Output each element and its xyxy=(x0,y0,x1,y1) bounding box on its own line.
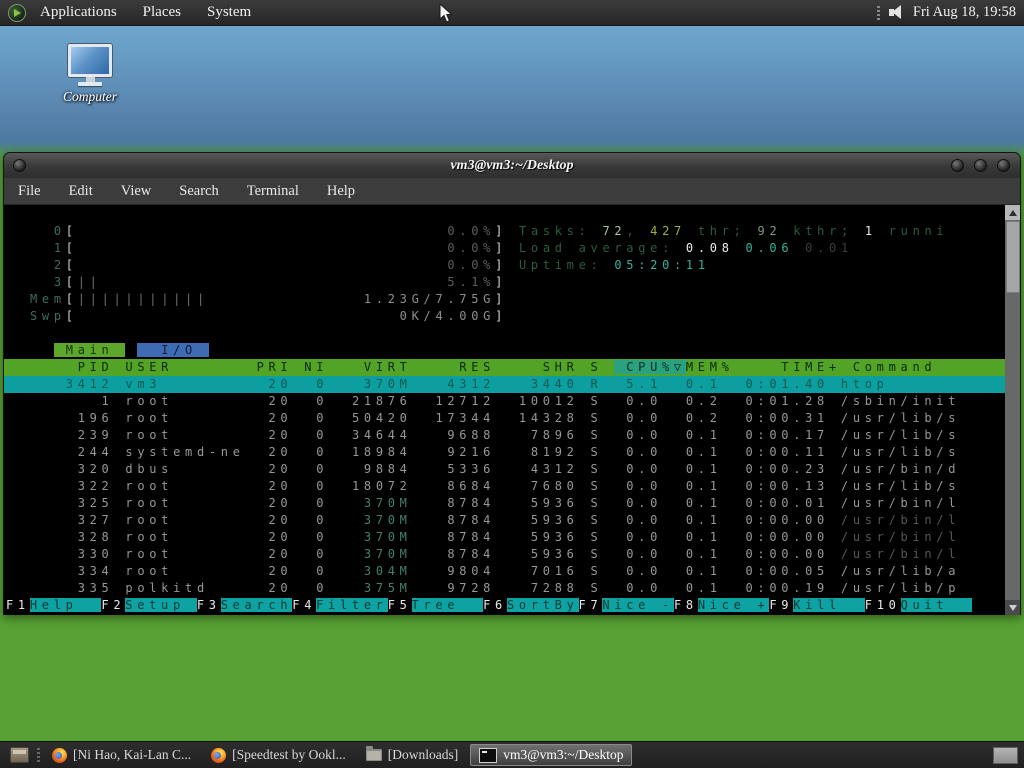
terminal-line[interactable]: Swp[ 0K/4.00G] xyxy=(30,309,508,323)
menu-edit[interactable]: Edit xyxy=(68,182,93,199)
terminal-line[interactable]: 196 root 20 0 50420 17344 14328 S 0.0 0.… xyxy=(30,411,961,425)
top-panel: Applications Places System Fri Aug 18, 1… xyxy=(0,0,1024,26)
firefox-icon xyxy=(211,747,227,763)
taskbar-separator xyxy=(37,748,40,762)
bottom-taskbar: [Ni Hao, Kai-Lan C... [Speedtest by Ookl… xyxy=(0,741,1024,768)
computer-monitor-icon xyxy=(68,44,112,77)
distro-menu-icon[interactable] xyxy=(8,3,26,22)
terminal-line[interactable]: Main I/O xyxy=(53,343,209,357)
terminal-line[interactable] xyxy=(30,325,1005,342)
menu-places[interactable]: Places xyxy=(142,4,181,20)
menu-terminal[interactable]: Terminal xyxy=(246,182,299,199)
taskbar-item-nihao[interactable]: [Ni Hao, Kai-Lan C... xyxy=(44,744,199,766)
desktop-icon-computer[interactable]: Computer xyxy=(52,44,128,105)
terminal-line[interactable]: 320 dbus 20 0 9884 5336 4312 S 0.0 0.1 0… xyxy=(30,462,961,476)
menu-help[interactable]: Help xyxy=(326,182,356,199)
terminal-line[interactable]: 2[ 0.0%] Uptime: 05:20:11 xyxy=(30,258,710,272)
terminal-icon xyxy=(479,747,498,763)
show-desktop-icon xyxy=(10,747,29,763)
folder-icon xyxy=(365,746,382,761)
menu-view[interactable]: View xyxy=(120,182,152,199)
taskbar-item-label: [Speedtest by Ookl... xyxy=(232,747,346,762)
scroll-up-button[interactable] xyxy=(1005,205,1020,220)
terminal-line[interactable]: 330 root 20 0 370M 8784 5936 S 0.0 0.1 0… xyxy=(30,547,961,561)
terminal-menubar: File Edit View Search Terminal Help xyxy=(4,178,1020,205)
terminal-line[interactable]: 1[ 0.0%] Load average: 0.08 0.06 0.01 xyxy=(30,241,853,255)
terminal-line[interactable]: PID USER PRI NI VIRT RES SHR S CPU%▽MEM%… xyxy=(4,359,1005,376)
terminal-content[interactable]: 0[ 0.0%] Tasks: 72, 427 thr; 92 kthr; 1 … xyxy=(4,205,1020,615)
scroll-down-button[interactable] xyxy=(1005,600,1020,615)
terminal-line[interactable]: 239 root 20 0 34644 9688 7896 S 0.0 0.1 … xyxy=(30,428,961,442)
terminal-line[interactable]: 3412 vm3 20 0 370M 4312 3440 R 5.1 0.1 0… xyxy=(4,376,1005,393)
terminal-line[interactable]: 0[ 0.0%] Tasks: 72, 427 thr; 92 kthr; 1 … xyxy=(30,224,949,238)
minimize-button[interactable] xyxy=(951,159,964,172)
terminal-line[interactable]: 328 root 20 0 370M 8784 5936 S 0.0 0.1 0… xyxy=(30,530,961,544)
terminal-line[interactable]: 322 root 20 0 18072 8684 7680 S 0.0 0.1 … xyxy=(30,479,961,493)
terminal-line[interactable]: 1 root 20 0 21876 12712 10012 S 0.0 0.2 … xyxy=(30,394,961,408)
taskbar-item-terminal-active[interactable]: vm3@vm3:~/Desktop xyxy=(470,744,633,766)
close-button[interactable] xyxy=(997,159,1010,172)
maximize-button[interactable] xyxy=(974,159,987,172)
firefox-icon xyxy=(52,747,67,763)
window-title: vm3@vm3:~/Desktop xyxy=(450,157,574,173)
up-arrow-icon xyxy=(1008,209,1017,216)
terminal-window: vm3@vm3:~/Desktop File Edit View Search … xyxy=(3,152,1021,615)
workspace-switcher[interactable] xyxy=(993,746,1018,764)
menu-search[interactable]: Search xyxy=(179,182,219,199)
panel-menus: Applications Places System xyxy=(40,4,251,21)
terminal-line[interactable]: 335 polkitd 20 0 375M 9728 7288 S 0.0 0.… xyxy=(30,581,961,595)
down-arrow-icon xyxy=(1008,604,1017,611)
taskbar-item-label: [Downloads] xyxy=(387,747,459,762)
panel-clock[interactable]: Fri Aug 18, 19:58 xyxy=(912,4,1016,20)
taskbar-item-label: vm3@vm3:~/Desktop xyxy=(503,747,624,762)
menu-file[interactable]: File xyxy=(18,182,41,199)
taskbar-item-speedtest[interactable]: [Speedtest by Ookl... xyxy=(203,744,354,766)
applet-drag-handle[interactable] xyxy=(876,5,880,20)
terminal-line[interactable]: 244 systemd-ne 20 0 18984 9216 8192 S 0.… xyxy=(30,445,961,459)
terminal-line[interactable]: 3[|| 5.1%] xyxy=(30,275,508,289)
taskbar-item-label: [Ni Hao, Kai-Lan C... xyxy=(73,747,192,762)
terminal-line[interactable]: F1Help F2Setup F3SearchF4FilterF5Tree F6… xyxy=(6,598,973,612)
show-desktop-button[interactable] xyxy=(6,742,33,768)
menu-system[interactable]: System xyxy=(206,4,252,20)
terminal-line[interactable]: 327 root 20 0 370M 8784 5936 S 0.0 0.1 0… xyxy=(30,513,961,527)
taskbar-item-downloads[interactable]: [Downloads] xyxy=(358,744,467,766)
htop-screen[interactable]: 0[ 0.0%] Tasks: 72, 427 thr; 92 kthr; 1 … xyxy=(4,205,1005,615)
window-titlebar[interactable]: vm3@vm3:~/Desktop xyxy=(4,153,1020,178)
computer-icon-label: Computer xyxy=(63,89,117,104)
terminal-scrollbar[interactable] xyxy=(1005,205,1020,615)
terminal-line[interactable]: Mem[||||||||||| 1.23G/7.75G] xyxy=(30,292,508,306)
window-menu-button[interactable] xyxy=(13,159,26,172)
menu-applications[interactable]: Applications xyxy=(40,4,117,20)
terminal-line[interactable]: 325 root 20 0 370M 8784 5936 S 0.0 0.1 0… xyxy=(30,496,961,510)
scrollbar-thumb[interactable] xyxy=(1006,221,1020,293)
mouse-cursor xyxy=(439,4,453,23)
terminal-line[interactable]: 334 root 20 0 304M 9804 7016 S 0.0 0.1 0… xyxy=(30,564,961,578)
volume-icon[interactable] xyxy=(888,5,905,20)
